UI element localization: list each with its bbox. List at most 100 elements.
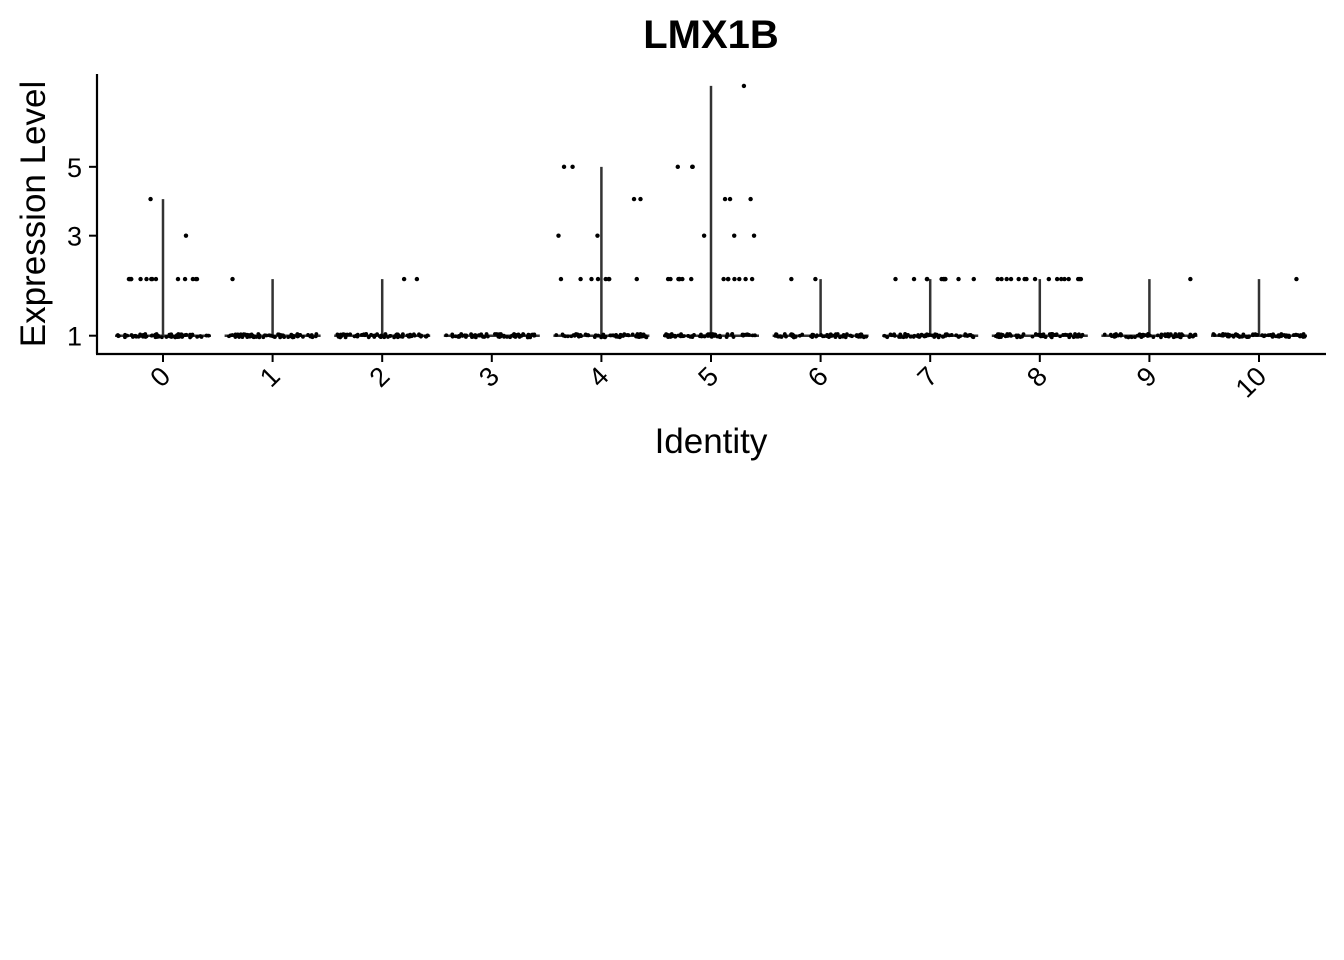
data-point (132, 334, 137, 338)
data-point (386, 335, 390, 339)
data-point (167, 332, 172, 337)
data-point (603, 276, 608, 282)
y-axis-label: Expression Level (14, 81, 53, 348)
data-point (262, 333, 267, 338)
data-point (463, 335, 468, 339)
data-point (355, 334, 360, 339)
data-point (722, 196, 728, 202)
x-tick-label: 5 (692, 361, 724, 393)
data-point (751, 233, 757, 238)
data-point (126, 276, 132, 282)
data-point (190, 276, 196, 282)
data-point (476, 333, 481, 338)
data-point (1036, 332, 1041, 337)
violin-cluster-8 (991, 279, 1088, 337)
data-point (621, 334, 625, 338)
data-point (241, 332, 246, 336)
data-point (830, 333, 835, 338)
data-point (675, 164, 680, 170)
data-point (1075, 276, 1081, 282)
data-point (367, 334, 372, 339)
data-point (152, 333, 157, 338)
data-point (949, 333, 954, 337)
data-point (942, 276, 948, 282)
data-point (238, 332, 243, 337)
data-point (419, 334, 423, 339)
data-point (732, 233, 737, 238)
data-point (570, 164, 575, 170)
x-tick-label: 7 (912, 361, 944, 393)
data-point (340, 332, 344, 337)
data-point (459, 332, 464, 337)
data-point (642, 334, 647, 339)
data-point (188, 335, 192, 340)
data-point (1129, 335, 1134, 340)
data-point (1054, 276, 1060, 282)
x-tick-label: 10 (1230, 361, 1272, 403)
data-point (560, 332, 565, 337)
data-point (314, 332, 319, 336)
data-point (469, 332, 474, 337)
data-point (909, 334, 914, 339)
data-point (1240, 334, 1245, 339)
data-point (182, 276, 188, 282)
violin-cluster-2 (334, 279, 431, 337)
data-point (1246, 335, 1251, 339)
data-point (256, 332, 261, 336)
data-point (1059, 276, 1064, 282)
data-point (270, 334, 275, 339)
y-axis-ticks: 1 3 5 (67, 153, 97, 352)
data-point (1236, 334, 1241, 338)
x-tick-label: 6 (802, 361, 834, 393)
data-point (697, 334, 702, 339)
data-point (502, 334, 506, 339)
data-point (882, 333, 887, 338)
data-point (848, 333, 853, 338)
data-point (778, 334, 783, 339)
x-axis-ticks: 0 1 2 3 4 5 6 7 8 9 10 (144, 354, 1272, 403)
data-point (1281, 333, 1285, 338)
data-point (609, 333, 613, 338)
data-point (348, 332, 353, 337)
plot-area (115, 83, 1307, 340)
data-point (254, 335, 259, 339)
data-point (1046, 276, 1052, 282)
data-point (361, 332, 366, 337)
data-point (291, 335, 296, 340)
violin-cluster-0 (115, 199, 211, 337)
data-point (1022, 276, 1027, 282)
data-point (556, 233, 561, 238)
y-tick-label: 1 (67, 322, 82, 352)
data-point (193, 276, 199, 282)
data-point (530, 332, 535, 337)
data-point (156, 334, 161, 339)
data-point (335, 332, 340, 337)
data-point (971, 276, 976, 282)
violin-cluster-9 (1101, 279, 1198, 337)
data-point (401, 276, 407, 282)
data-point (727, 196, 733, 202)
data-point (115, 333, 120, 337)
data-point (144, 334, 149, 339)
data-point (554, 333, 559, 337)
data-point (1188, 332, 1193, 337)
data-point (732, 276, 737, 282)
data-point (1020, 334, 1024, 339)
data-point (1159, 332, 1164, 337)
data-point (749, 276, 755, 282)
data-point (1030, 334, 1035, 339)
data-point (810, 335, 815, 340)
data-point (578, 276, 583, 282)
data-point (400, 332, 405, 337)
data-point (561, 164, 567, 170)
data-point (150, 276, 155, 282)
data-point (295, 332, 299, 337)
data-point (1260, 333, 1265, 337)
data-point (689, 334, 694, 339)
data-point (1250, 333, 1255, 338)
data-point (686, 334, 691, 338)
data-point (937, 333, 942, 338)
data-point (689, 276, 694, 282)
data-point (753, 333, 757, 338)
data-point (1058, 334, 1063, 339)
